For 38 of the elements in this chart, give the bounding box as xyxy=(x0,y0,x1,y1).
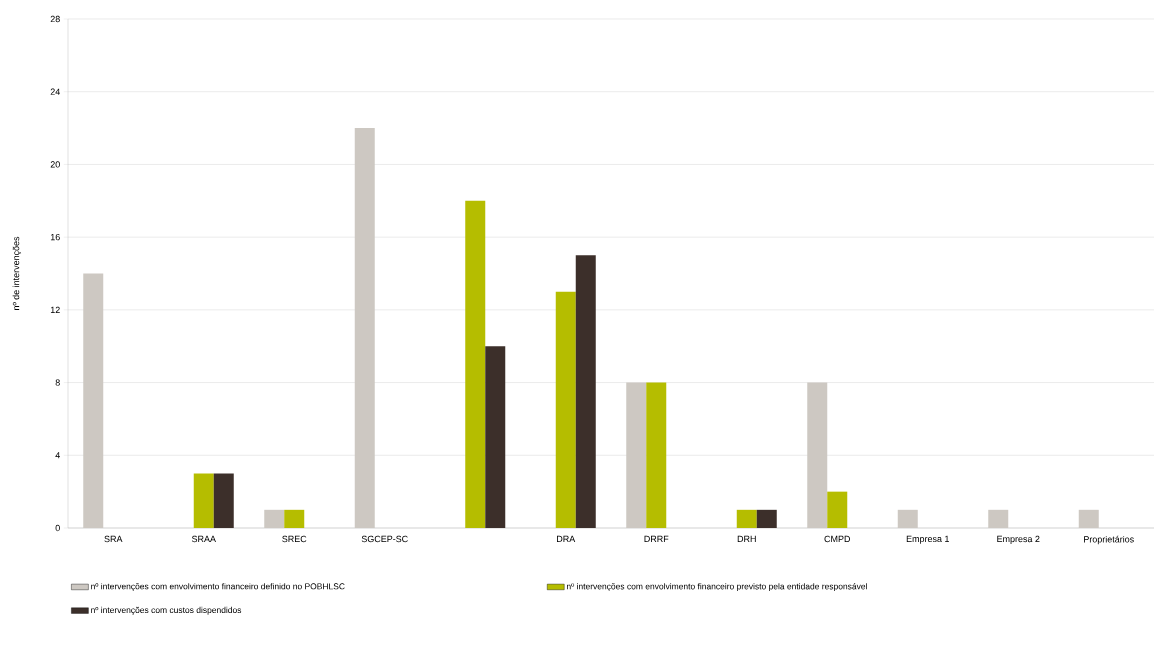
bar xyxy=(284,509,305,528)
x-tick-label: SRAA xyxy=(191,535,216,543)
y-tick-label: 24 xyxy=(50,88,60,95)
x-tick-label: Empresa 2 xyxy=(997,535,1040,544)
x-tick-label: SREC xyxy=(282,535,307,543)
bar xyxy=(485,346,506,528)
y-tick-label: 20 xyxy=(50,161,60,168)
y-tick-label: 0 xyxy=(55,524,60,532)
y-tick-label: 12 xyxy=(50,306,60,313)
x-tick-label: Empresa 1 xyxy=(906,535,949,544)
y-tick-label: 4 xyxy=(55,452,60,459)
bar xyxy=(736,509,757,528)
x-tick-label: SGCEP-SC xyxy=(361,535,408,543)
legend-label: nº intervenções com custos dispendidos xyxy=(91,606,242,615)
x-tick-label: Proprietários xyxy=(1084,535,1134,545)
x-tick-label: DRH xyxy=(737,535,756,542)
bar xyxy=(264,509,285,528)
bar xyxy=(465,200,486,528)
bar xyxy=(988,509,1009,528)
legend-label: nº intervenções com envolvimento financeiro definido no POBHLSC xyxy=(91,583,345,592)
bar xyxy=(575,255,596,528)
legend-label: nº intervenções com envolvimento financeiro previsto pela entidade responsável xyxy=(566,583,867,592)
y-tick-label: 8 xyxy=(55,379,60,386)
bar xyxy=(897,509,918,528)
bar xyxy=(193,473,214,528)
bar xyxy=(1078,509,1099,528)
bar xyxy=(555,291,576,528)
bar xyxy=(756,509,777,528)
x-tick-label: SRA xyxy=(104,535,123,543)
bar xyxy=(827,491,848,528)
x-tick-label: CMPD xyxy=(824,535,851,543)
y-tick-label: 28 xyxy=(50,15,60,23)
bar xyxy=(646,382,667,528)
x-tick-label: DRRF xyxy=(644,535,669,542)
y-axis-title: nº de intervenções xyxy=(12,236,22,310)
y-tick-label: 16 xyxy=(50,233,60,241)
x-tick-label: DRA xyxy=(557,535,576,542)
bar xyxy=(213,473,234,528)
